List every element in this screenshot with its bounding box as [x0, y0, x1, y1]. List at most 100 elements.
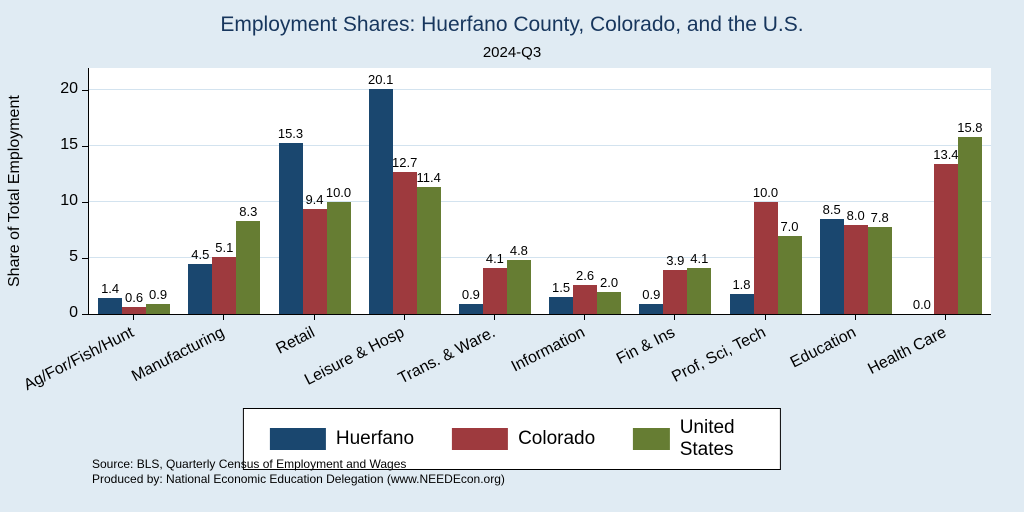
y-tick-mark [82, 314, 88, 315]
bar-value-label: 11.4 [416, 170, 441, 185]
legend-entry-huerfano: Huerfano [269, 428, 415, 450]
bar-huerfano [639, 304, 664, 314]
bar-value-label: 0.9 [461, 287, 480, 302]
y-tick-label: 0 [69, 304, 78, 321]
bar-huerfano [819, 219, 844, 314]
bar-value-label: 8.0 [846, 208, 865, 223]
bar-united-states [777, 236, 802, 314]
bar-value-label: 4.1 [485, 251, 504, 266]
bar-value-label: 2.0 [600, 275, 619, 290]
bar-value-label: 12.7 [392, 155, 418, 170]
bar-colorado [753, 202, 778, 314]
x-tick-label: Prof, Sci, Tech [668, 324, 769, 386]
bar-colorado [663, 270, 688, 314]
y-axis-label: Share of Total Employment [6, 95, 23, 287]
x-tick-mark [223, 315, 225, 320]
bar-value-label: 20.1 [368, 72, 394, 87]
y-tick-label: 10 [60, 192, 78, 210]
y-tick-mark [82, 90, 88, 92]
gridline [89, 201, 991, 203]
bar-value-label: 13.4 [933, 147, 959, 162]
gridline [89, 257, 991, 259]
bar-colorado [212, 257, 237, 314]
x-tick-label: Leisure & Hosp [302, 324, 408, 389]
legend-swatch-huerfano [269, 428, 326, 450]
bar-value-label: 5.1 [215, 240, 234, 255]
bar-value-label: 4.1 [690, 251, 709, 266]
legend-swatch-colorado [452, 428, 509, 450]
bar-value-label: 1.4 [101, 281, 120, 296]
bar-united-states [506, 260, 531, 314]
bar-huerfano [729, 294, 754, 314]
bar-value-label: 4.8 [509, 243, 528, 258]
bar-value-label: 1.8 [732, 277, 751, 292]
bar-value-label: 8.5 [822, 202, 841, 217]
x-tick-mark [584, 315, 586, 320]
bar-united-states [687, 268, 712, 314]
x-tick-mark [674, 315, 676, 320]
bar-value-label: 7.0 [780, 219, 799, 234]
legend-entry-colorado: Colorado [452, 428, 595, 450]
bar-value-label: 9.4 [305, 192, 324, 207]
x-tick-mark [493, 315, 495, 320]
bar-colorado [933, 164, 958, 314]
x-tick-mark [854, 315, 856, 320]
source-note: Source: BLS, Quarterly Census of Employm… [92, 457, 505, 487]
gridline [89, 145, 991, 147]
x-tick-label: Information [508, 324, 588, 376]
bar-huerfano [98, 298, 123, 314]
x-tick-label: Fin & Ins [614, 324, 679, 368]
bar-huerfano [549, 297, 574, 314]
chart-title: Employment Shares: Huerfano County, Colo… [220, 13, 804, 36]
x-tick-label: Ag/For/Fish/Hunt [21, 324, 137, 395]
bar-value-label: 15.3 [277, 126, 304, 141]
bar-value-label: 2.6 [576, 268, 595, 283]
bar-colorado [122, 307, 147, 314]
bar-colorado [843, 225, 868, 314]
bar-united-states [416, 187, 441, 314]
source-line-1: Source: BLS, Quarterly Census of Employm… [92, 457, 407, 471]
bar-huerfano [278, 143, 303, 314]
legend-label-huerfano: Huerfano [335, 428, 415, 449]
y-tick-label: 15 [60, 136, 78, 154]
bar-united-states [146, 304, 171, 314]
bar-huerfano [188, 264, 213, 314]
gridline [89, 89, 991, 91]
bar-value-label: 4.5 [191, 247, 210, 262]
y-tick-label: 20 [60, 80, 78, 98]
x-tick-mark [133, 315, 135, 320]
bar-huerfano [368, 89, 393, 314]
legend-entry-united-states: United States [633, 417, 754, 461]
x-tick-mark [944, 315, 946, 320]
bar-value-label: 15.8 [957, 120, 983, 135]
chart-subtitle: 2024-Q3 [482, 44, 542, 61]
bar-colorado [392, 172, 417, 314]
x-tick-label: Manufacturing [128, 324, 228, 386]
y-tick-mark [82, 146, 88, 148]
bar-value-label: 3.9 [666, 253, 685, 268]
bar-value-label: 1.5 [552, 280, 571, 295]
bar-value-label: 0.0 [912, 297, 931, 312]
bar-value-label: 7.8 [870, 210, 889, 225]
bar-united-states [597, 292, 622, 314]
legend-swatch-united-states [633, 428, 670, 450]
bar-value-label: 0.9 [642, 287, 661, 302]
plot-area: 1.4 0.6 0.9 4.5 5.1 8.3 15.3 9.4 10.0 20.1 12.7 11.… [88, 68, 991, 315]
x-tick-label: Trans. & Ware. [395, 324, 498, 388]
legend-label-colorado: Colorado [518, 428, 596, 449]
x-tick-label: Health Care [864, 324, 949, 378]
bar-value-label: 10.0 [325, 185, 352, 200]
bar-value-label: 0.6 [125, 290, 144, 305]
y-tick-mark [82, 258, 88, 260]
y-tick-mark [82, 202, 88, 204]
bar-value-label: 8.3 [239, 204, 258, 219]
bar-united-states [957, 137, 982, 314]
bar-huerfano [458, 304, 483, 314]
bar-colorado [302, 209, 327, 314]
x-tick-mark [403, 315, 405, 320]
bar-united-states [867, 227, 892, 314]
x-tick-label: Retail [273, 324, 318, 358]
bar-colorado [573, 285, 598, 314]
bar-united-states [326, 202, 351, 314]
